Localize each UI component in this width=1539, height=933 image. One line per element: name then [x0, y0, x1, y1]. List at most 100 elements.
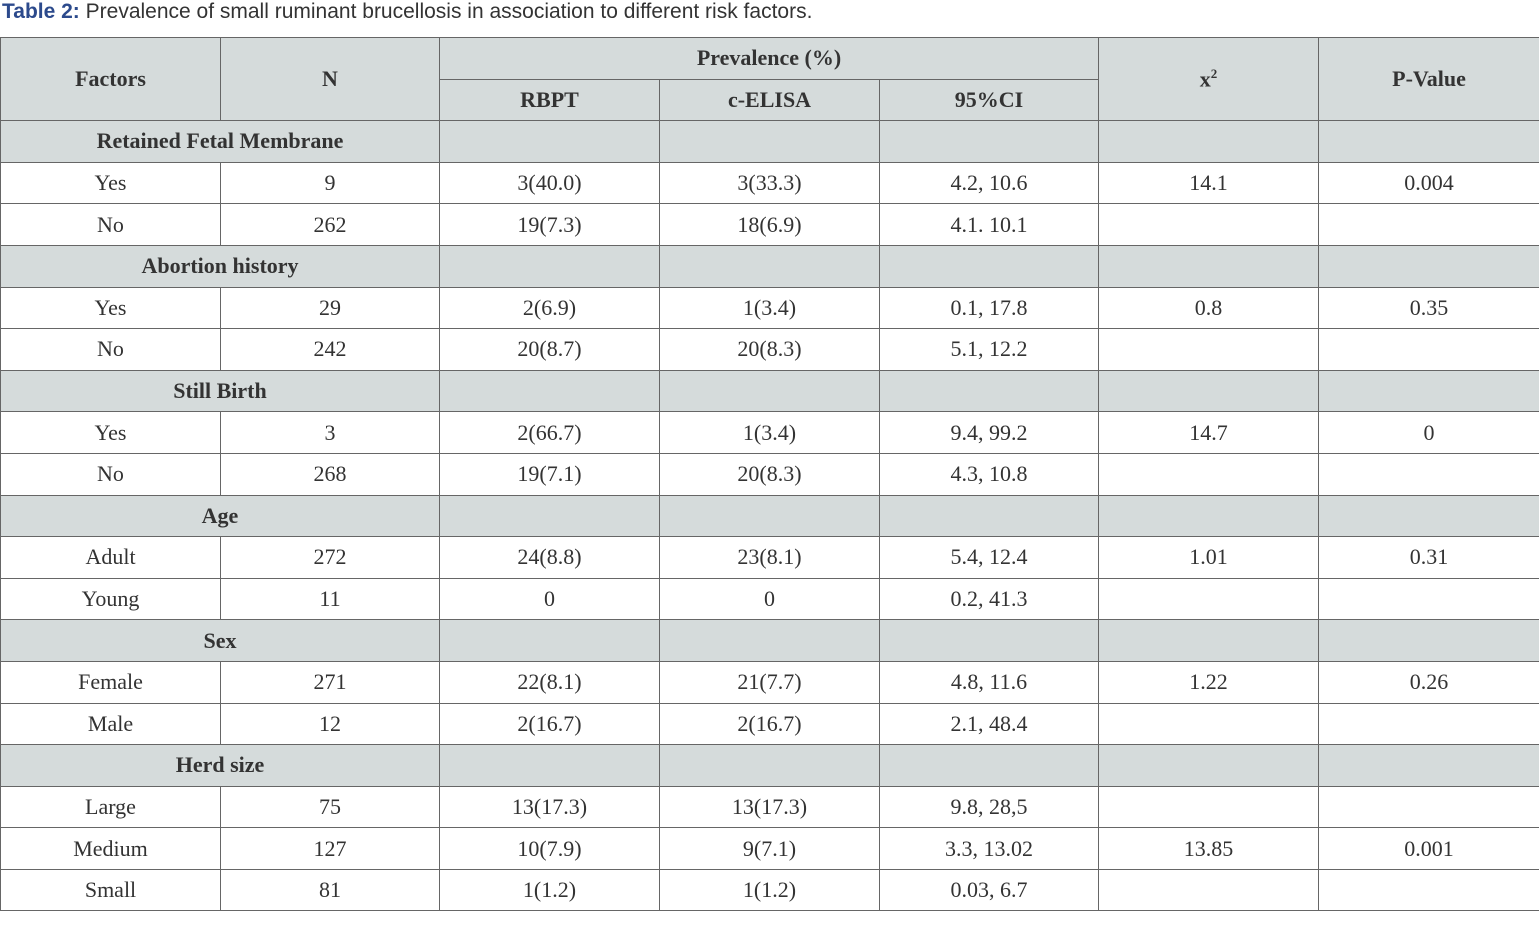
cell: 29	[220, 286, 440, 330]
section-row: Retained Fetal Membrane	[0, 120, 1539, 163]
cell	[1098, 452, 1320, 496]
cell: 24(8.8)	[439, 536, 660, 579]
cell: Female	[0, 660, 221, 704]
section-title: Sex	[0, 619, 440, 662]
cell: 0.31	[1318, 536, 1539, 579]
section-title: Retained Fetal Membrane	[0, 120, 440, 163]
empty-cell	[1098, 369, 1320, 413]
data-row: Yes 29 2(6.9) 1(3.4) 0.1, 17.8 0.8 0.35	[0, 286, 1539, 330]
cell	[1318, 702, 1539, 746]
data-row: Female 271 22(8.1) 21(7.7) 4.8, 11.6 1.22 0.26	[0, 660, 1539, 704]
cell: 0.26	[1318, 660, 1539, 704]
cell: 9	[220, 161, 440, 205]
empty-cell	[1318, 120, 1539, 163]
empty-cell	[878, 619, 1100, 662]
cell	[1098, 702, 1320, 746]
cell: 3(40.0)	[439, 161, 660, 205]
cell: 1.01	[1098, 536, 1320, 579]
cell: 2(16.7)	[659, 702, 880, 746]
cell: 3	[220, 411, 440, 454]
cell: 1(3.4)	[659, 286, 880, 330]
cell: Male	[0, 702, 221, 746]
cell: 19(7.1)	[439, 452, 660, 496]
section-title: Still Birth	[0, 369, 440, 413]
header-cell: Prevalence (%)	[438, 37, 1100, 80]
header-cell: x2	[1098, 36, 1320, 122]
cell	[1098, 785, 1320, 829]
cell: 0.1, 17.8	[878, 286, 1100, 330]
cell: 271	[220, 660, 440, 704]
cell: 13(17.3)	[659, 785, 880, 829]
cell: 1(3.4)	[659, 411, 880, 454]
empty-cell	[659, 244, 880, 288]
cell: 4.3, 10.8	[878, 452, 1100, 496]
data-row: Young 11 0 0 0.2, 41.3	[0, 577, 1539, 621]
cell: 127	[220, 827, 440, 870]
cell	[1098, 328, 1320, 371]
section-title: Abortion history	[0, 244, 440, 288]
empty-cell	[878, 244, 1100, 288]
caption-text: Prevalence of small ruminant brucellosis…	[85, 0, 813, 23]
cell	[1098, 203, 1320, 246]
cell: 1.22	[1098, 660, 1320, 704]
empty-cell	[878, 369, 1100, 413]
empty-cell	[659, 494, 880, 538]
data-table: Factors N Prevalence (%) x2 P-Value RBPT…	[0, 36, 1539, 912]
cell	[1098, 868, 1320, 912]
cell: 0.2, 41.3	[878, 577, 1100, 621]
cell: 4.2, 10.6	[878, 161, 1100, 205]
empty-cell	[659, 369, 880, 413]
data-row: No 268 19(7.1) 20(8.3) 4.3, 10.8	[0, 452, 1539, 496]
caption-label: Table 2:	[2, 0, 80, 23]
empty-cell	[439, 619, 660, 662]
empty-cell	[878, 744, 1100, 787]
data-row: Adult 272 24(8.8) 23(8.1) 5.4, 12.4 1.01 0.31	[0, 536, 1539, 579]
cell: 20(8.7)	[439, 328, 660, 371]
empty-cell	[1098, 244, 1320, 288]
cell: 5.1, 12.2	[878, 328, 1100, 371]
header-sup: 2	[1210, 65, 1218, 81]
cell	[1318, 452, 1539, 496]
empty-cell	[1098, 120, 1320, 163]
cell: 2(66.7)	[439, 411, 660, 454]
cell: 2(16.7)	[439, 702, 660, 746]
cell: 0.8	[1098, 286, 1320, 330]
empty-cell	[439, 120, 660, 163]
cell: 12	[220, 702, 440, 746]
header-cell: c-ELISA	[659, 78, 880, 122]
cell: No	[0, 452, 221, 496]
cell: 0.03, 6.7	[878, 868, 1100, 912]
cell	[1318, 328, 1539, 371]
cell: 20(8.3)	[659, 452, 880, 496]
empty-cell	[1318, 744, 1539, 787]
cell	[1318, 203, 1539, 246]
data-row: Large 75 13(17.3) 13(17.3) 9.8, 28,5	[0, 785, 1539, 829]
empty-cell	[1318, 244, 1539, 288]
cell: Young	[0, 577, 221, 621]
empty-cell	[1098, 744, 1320, 787]
header-cell: Factors	[0, 36, 221, 122]
cell: Yes	[0, 161, 221, 205]
cell: 5.4, 12.4	[878, 536, 1100, 579]
empty-cell	[659, 120, 880, 163]
empty-cell	[659, 744, 880, 787]
cell	[1098, 577, 1320, 621]
cell: 18(6.9)	[659, 203, 880, 246]
header-text: x	[1199, 66, 1211, 92]
cell: 0	[439, 577, 660, 621]
cell: Adult	[0, 536, 221, 579]
cell: Small	[0, 868, 221, 912]
section-title: Herd size	[0, 744, 440, 787]
cell: 0.001	[1318, 827, 1539, 870]
cell: 11	[220, 577, 440, 621]
cell: 1(1.2)	[439, 868, 660, 912]
caption: Table 2: Prevalence of small ruminant br…	[2, 0, 812, 30]
cell: Medium	[0, 827, 221, 870]
cell: No	[0, 203, 221, 246]
section-row: Still Birth	[0, 369, 1539, 413]
cell: 0.004	[1318, 161, 1539, 205]
cell: 14.1	[1098, 161, 1320, 205]
cell: No	[0, 328, 221, 371]
section-row: Sex	[0, 619, 1539, 662]
data-row: No 262 19(7.3) 18(6.9) 4.1. 10.1	[0, 203, 1539, 246]
